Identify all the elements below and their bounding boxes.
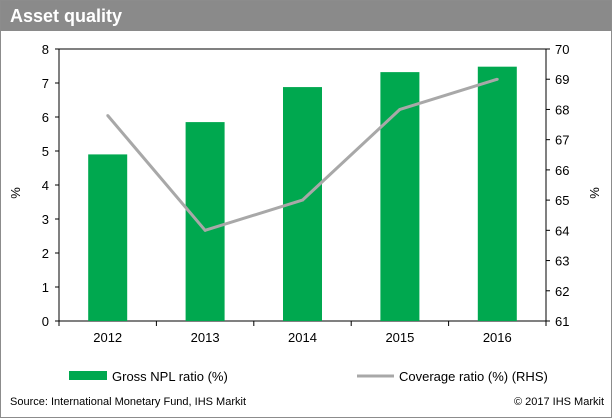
x-tick-label: 2012 <box>93 330 122 345</box>
left-axis: 0 1 2 3 4 5 6 7 8 <box>42 42 59 329</box>
left-tick-label: 5 <box>42 144 49 159</box>
bar-2012 <box>88 154 128 321</box>
right-tick-label: 65 <box>555 193 569 208</box>
legend-label-npl: Gross NPL ratio (%) <box>112 369 228 384</box>
right-tick-label: 66 <box>555 163 569 178</box>
right-tick-label: 68 <box>555 102 569 117</box>
right-tick-label: 69 <box>555 72 569 87</box>
bar-series <box>88 66 517 322</box>
left-tick-label: 4 <box>42 178 49 193</box>
right-tick-label: 63 <box>555 254 569 269</box>
coverage-point-2015 <box>398 108 402 111</box>
x-tick-label: 2015 <box>385 330 414 345</box>
right-tick-label: 67 <box>555 133 569 148</box>
left-tick-label: 0 <box>42 314 49 329</box>
right-axis: 61 62 63 64 65 66 67 68 69 70 <box>546 42 569 329</box>
right-tick-label: 61 <box>555 314 569 329</box>
left-tick-label: 3 <box>42 212 49 227</box>
left-tick-label: 7 <box>42 76 49 91</box>
left-tick-label: 8 <box>42 42 49 57</box>
source-text: Source: International Monetary Fund, IHS… <box>10 396 246 408</box>
legend-swatch-npl <box>69 371 107 380</box>
bar-2013 <box>185 122 225 321</box>
right-tick-label: 70 <box>555 42 569 57</box>
coverage-point-2016 <box>495 77 499 81</box>
legend: Gross NPL ratio (%) Coverage ratio (%) (… <box>69 369 548 384</box>
left-tick-label: 2 <box>42 246 49 261</box>
title-bar: Asset quality <box>1 1 611 31</box>
right-tick-label: 64 <box>555 223 569 238</box>
coverage-point-2013 <box>203 228 207 232</box>
x-axis: 2012 2013 2014 2015 2016 <box>58 321 547 345</box>
coverage-point-2014 <box>301 198 304 202</box>
left-tick-label: 1 <box>42 280 49 295</box>
copyright-text: © 2017 IHS Markit <box>514 396 604 408</box>
coverage-point-2012 <box>106 114 110 117</box>
x-tick-label: 2016 <box>483 330 512 345</box>
x-tick-label: 2013 <box>191 330 220 345</box>
left-tick-label: 6 <box>42 110 49 125</box>
legend-label-coverage: Coverage ratio (%) (RHS) <box>399 369 548 384</box>
coverage-ratio-series <box>106 77 499 232</box>
x-tick-label: 2014 <box>288 330 317 345</box>
right-tick-label: 62 <box>555 284 569 299</box>
bar-2015 <box>380 72 420 322</box>
right-axis-label: % <box>587 187 602 199</box>
left-axis-label: % <box>8 187 23 199</box>
bar-2016 <box>477 66 517 322</box>
chart-title: Asset quality <box>10 6 123 26</box>
